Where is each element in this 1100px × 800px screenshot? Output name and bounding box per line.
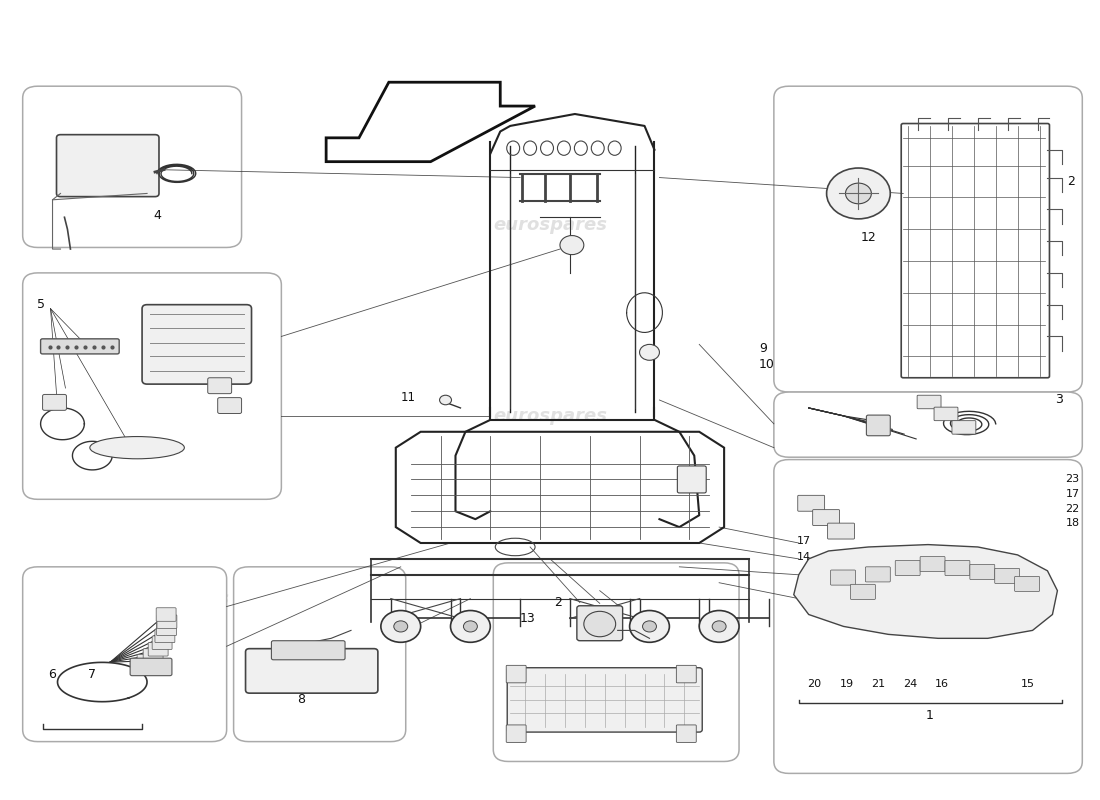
Text: 6: 6 xyxy=(48,667,56,681)
Text: 21: 21 xyxy=(871,679,886,690)
FancyBboxPatch shape xyxy=(576,606,623,641)
FancyBboxPatch shape xyxy=(23,273,282,499)
FancyBboxPatch shape xyxy=(156,622,176,635)
Text: eurospares: eurospares xyxy=(493,574,607,592)
FancyBboxPatch shape xyxy=(152,636,172,650)
Text: 13: 13 xyxy=(519,612,535,625)
FancyBboxPatch shape xyxy=(774,86,1082,392)
Text: 4: 4 xyxy=(153,209,161,222)
Text: 2: 2 xyxy=(1067,175,1075,188)
FancyBboxPatch shape xyxy=(23,86,242,247)
Text: 16: 16 xyxy=(935,679,949,690)
FancyBboxPatch shape xyxy=(798,495,825,511)
FancyBboxPatch shape xyxy=(813,510,839,526)
Circle shape xyxy=(639,344,659,360)
Text: eurospares: eurospares xyxy=(114,590,229,608)
FancyBboxPatch shape xyxy=(506,725,526,742)
Text: 1: 1 xyxy=(926,709,934,722)
Text: 19: 19 xyxy=(839,679,854,690)
Text: 5: 5 xyxy=(36,298,45,311)
FancyBboxPatch shape xyxy=(774,459,1082,774)
FancyBboxPatch shape xyxy=(208,378,232,394)
Text: 23: 23 xyxy=(1066,474,1079,485)
FancyBboxPatch shape xyxy=(155,629,175,642)
FancyBboxPatch shape xyxy=(945,561,970,575)
Circle shape xyxy=(642,621,657,632)
Text: 17: 17 xyxy=(796,537,811,546)
Text: 15: 15 xyxy=(1021,679,1035,690)
Circle shape xyxy=(440,395,451,405)
Text: 20: 20 xyxy=(807,679,822,690)
FancyBboxPatch shape xyxy=(774,392,1082,457)
FancyBboxPatch shape xyxy=(676,666,696,683)
FancyBboxPatch shape xyxy=(994,569,1020,583)
Circle shape xyxy=(712,621,726,632)
Text: eurospares: eurospares xyxy=(493,407,607,425)
FancyBboxPatch shape xyxy=(233,567,406,742)
FancyBboxPatch shape xyxy=(218,398,242,414)
Circle shape xyxy=(629,610,670,642)
FancyBboxPatch shape xyxy=(952,421,976,434)
FancyBboxPatch shape xyxy=(507,668,702,732)
Text: 22: 22 xyxy=(1066,504,1079,514)
FancyBboxPatch shape xyxy=(143,649,163,662)
Circle shape xyxy=(451,610,491,642)
FancyBboxPatch shape xyxy=(130,658,172,676)
FancyBboxPatch shape xyxy=(41,339,119,354)
Text: 10: 10 xyxy=(759,358,774,370)
FancyBboxPatch shape xyxy=(506,666,526,683)
FancyBboxPatch shape xyxy=(934,407,958,421)
Text: 12: 12 xyxy=(860,230,877,244)
Text: 3: 3 xyxy=(1055,394,1064,406)
FancyBboxPatch shape xyxy=(56,134,160,197)
Text: 18: 18 xyxy=(1066,518,1079,528)
FancyBboxPatch shape xyxy=(867,415,890,436)
Circle shape xyxy=(700,610,739,642)
FancyBboxPatch shape xyxy=(245,649,378,693)
FancyBboxPatch shape xyxy=(1014,576,1040,591)
Text: 9: 9 xyxy=(759,342,767,355)
FancyBboxPatch shape xyxy=(827,523,855,539)
FancyBboxPatch shape xyxy=(850,584,876,599)
Circle shape xyxy=(846,183,871,204)
FancyBboxPatch shape xyxy=(156,608,176,622)
FancyBboxPatch shape xyxy=(970,565,994,579)
Circle shape xyxy=(560,235,584,254)
FancyBboxPatch shape xyxy=(676,725,696,742)
FancyBboxPatch shape xyxy=(43,394,66,410)
Text: 11: 11 xyxy=(400,391,416,404)
FancyBboxPatch shape xyxy=(678,466,706,493)
Text: 14: 14 xyxy=(796,552,811,562)
FancyBboxPatch shape xyxy=(272,641,345,660)
Text: eurospares: eurospares xyxy=(114,407,229,425)
FancyBboxPatch shape xyxy=(895,561,920,575)
Circle shape xyxy=(584,611,616,637)
Circle shape xyxy=(381,610,420,642)
FancyBboxPatch shape xyxy=(920,557,945,571)
FancyBboxPatch shape xyxy=(148,642,168,656)
Text: 7: 7 xyxy=(88,667,97,681)
Text: eurospares: eurospares xyxy=(114,216,229,234)
Circle shape xyxy=(826,168,890,219)
FancyBboxPatch shape xyxy=(23,567,227,742)
Polygon shape xyxy=(326,82,535,162)
FancyBboxPatch shape xyxy=(830,570,856,585)
Text: 2: 2 xyxy=(554,596,562,609)
FancyBboxPatch shape xyxy=(493,563,739,762)
Polygon shape xyxy=(794,545,1057,638)
FancyBboxPatch shape xyxy=(138,654,157,668)
Circle shape xyxy=(394,621,408,632)
FancyBboxPatch shape xyxy=(866,567,890,582)
Text: 24: 24 xyxy=(903,679,917,690)
Text: 17: 17 xyxy=(1066,489,1079,498)
FancyBboxPatch shape xyxy=(142,305,252,384)
FancyBboxPatch shape xyxy=(157,615,177,629)
Text: 8: 8 xyxy=(297,693,306,706)
Text: eurospares: eurospares xyxy=(493,216,607,234)
Circle shape xyxy=(463,621,477,632)
Ellipse shape xyxy=(90,437,185,458)
FancyBboxPatch shape xyxy=(917,395,940,409)
